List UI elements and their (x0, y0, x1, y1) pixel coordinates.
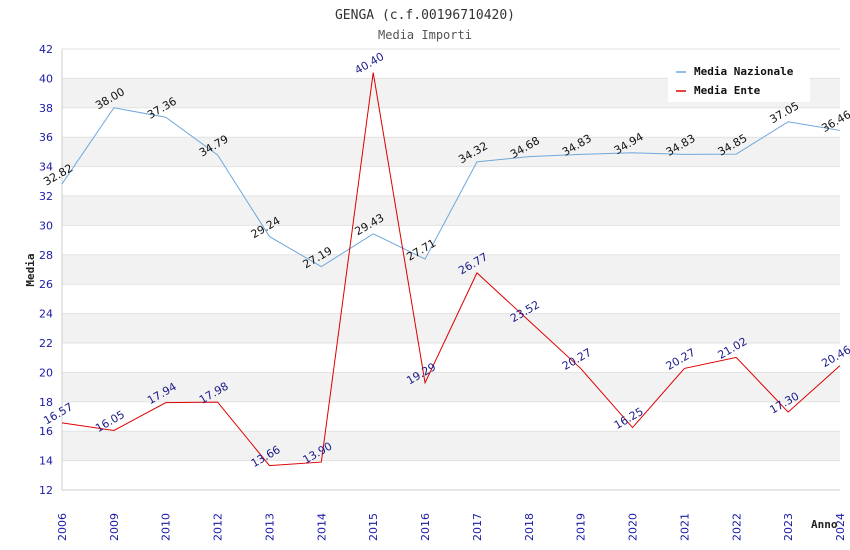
x-tick-label: 2018 (523, 513, 536, 541)
chart-subtitle: Media Importi (378, 28, 472, 42)
x-tick-label: 2021 (678, 513, 691, 541)
grid-band (62, 372, 840, 402)
x-tick-label: 2024 (834, 513, 847, 541)
x-tick-label: 2022 (730, 513, 743, 541)
y-tick-label: 42 (39, 43, 53, 56)
x-tick-label: 2020 (627, 513, 640, 541)
x-tick-label: 2006 (56, 513, 69, 541)
y-tick-label: 26 (39, 278, 53, 291)
y-tick-label: 28 (39, 249, 53, 262)
grid-band (62, 401, 840, 432)
x-tick-label: 2009 (108, 513, 121, 541)
x-tick-label: 2012 (212, 513, 225, 541)
y-tick-label: 14 (39, 455, 53, 468)
series-line-media-ente (61, 72, 841, 467)
grid-band (62, 166, 840, 196)
grid-band (62, 284, 840, 314)
x-tick-label: 2015 (367, 513, 380, 541)
y-tick-label: 34 (39, 161, 53, 174)
x-tick-label: 2023 (782, 513, 795, 541)
y-tick-label: 32 (39, 190, 53, 203)
legend-label-media-nazionale: Media Nazionale (694, 65, 794, 78)
y-tick-label: 36 (39, 131, 53, 144)
grid-band (62, 254, 840, 285)
y-tick-label: 24 (39, 308, 53, 321)
y-tick-label: 30 (39, 219, 53, 232)
chart-title: GENGA (c.f.00196710420) (335, 8, 515, 23)
grid-band (62, 460, 840, 490)
legend-box (668, 60, 810, 102)
x-axis-label: Anno (811, 518, 838, 531)
grid-band (62, 343, 840, 373)
grid-band (62, 107, 840, 138)
grid-band (62, 431, 840, 461)
series-layer (61, 72, 841, 467)
legend: Media Nazionale Media Ente (668, 60, 810, 102)
legend-label-media-ente: Media Ente (694, 84, 761, 97)
y-axis-ticks: 12 14 16 18 20 22 24 26 28 30 32 34 36 38 40 42 (39, 43, 53, 497)
x-tick-label: 2010 (160, 513, 173, 541)
x-tick-label: 2019 (575, 513, 588, 541)
y-tick-label: 12 (39, 484, 53, 497)
x-tick-label: 2014 (315, 513, 328, 541)
y-tick-label: 20 (39, 366, 53, 379)
grid-band (62, 225, 840, 255)
series-line-media-nazionale (61, 107, 841, 268)
x-tick-label: 2013 (263, 513, 276, 541)
y-tick-label: 38 (39, 102, 53, 115)
x-tick-label: 2016 (419, 513, 432, 541)
x-tick-label: 2017 (471, 513, 484, 541)
grid-bands (62, 48, 840, 491)
x-axis-ticks: 2006 2009 2010 2012 2013 2014 2015 2016 2017 2018… (56, 513, 847, 541)
y-axis-label: Media (24, 253, 37, 286)
y-tick-label: 22 (39, 337, 53, 350)
grid-band (62, 137, 840, 167)
y-tick-label: 40 (39, 72, 53, 85)
y-tick-label: 16 (39, 425, 53, 438)
y-tick-label: 18 (39, 396, 53, 409)
